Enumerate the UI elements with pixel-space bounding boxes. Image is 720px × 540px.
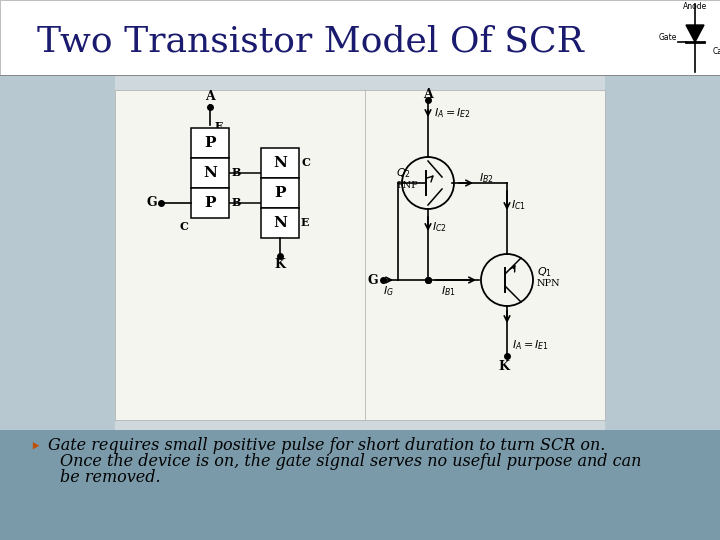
Text: $Q_2$: $Q_2$: [396, 166, 411, 180]
Text: ‣: ‣: [30, 438, 41, 457]
Text: $Q_1$: $Q_1$: [537, 265, 552, 279]
Bar: [0, 430, 720, 540]
Polygon shape: [686, 25, 704, 42]
Text: Anode: Anode: [683, 2, 707, 11]
Text: B: B: [232, 198, 241, 208]
Bar: [261, 208, 299, 238]
Text: B: B: [232, 167, 241, 179]
Text: $I_{C2}$: $I_{C2}$: [432, 220, 447, 234]
Text: G: G: [367, 273, 378, 287]
Bar: [0, 75, 115, 430]
Text: $I_G$: $I_G$: [382, 284, 393, 298]
Text: $I_{B1}$: $I_{B1}$: [441, 284, 456, 298]
Text: C: C: [179, 220, 188, 232]
Text: NPN: NPN: [537, 280, 561, 288]
Text: A: A: [205, 91, 215, 104]
Text: P: P: [204, 136, 216, 150]
Bar: [191, 158, 229, 188]
Text: E: E: [301, 218, 310, 228]
Bar: [261, 148, 299, 178]
Bar: [191, 188, 229, 218]
Text: N: N: [203, 166, 217, 180]
Text: $I_A = I_{E2}$: $I_A = I_{E2}$: [434, 106, 471, 120]
Text: $I_{C1}$: $I_{C1}$: [511, 198, 526, 212]
Text: P: P: [274, 186, 286, 200]
Bar: [0, 0, 720, 75]
Text: P: P: [204, 196, 216, 210]
Text: $I_A = I_{E1}$: $I_A = I_{E1}$: [512, 338, 549, 352]
Text: be removed.: be removed.: [60, 469, 161, 487]
Bar: [191, 128, 229, 158]
Bar: [0, 75, 720, 430]
Text: G: G: [146, 197, 157, 210]
Text: PNP: PNP: [396, 180, 418, 190]
Text: K: K: [498, 361, 510, 374]
Text: C: C: [301, 158, 310, 168]
Text: E: E: [215, 122, 223, 132]
Bar: [261, 178, 299, 208]
Text: Cathode: Cathode: [713, 48, 720, 57]
Text: K: K: [274, 259, 285, 272]
Bar: [605, 75, 720, 430]
Text: Two Transistor Model Of SCR: Two Transistor Model Of SCR: [37, 25, 583, 59]
Text: Once the device is on, the gate signal serves no useful purpose and can: Once the device is on, the gate signal s…: [60, 454, 642, 470]
Text: $I_{B2}$: $I_{B2}$: [479, 171, 494, 185]
Text: N: N: [273, 216, 287, 230]
Bar: [115, 90, 605, 420]
Text: N: N: [273, 156, 287, 170]
Text: Gate requires small positive pulse for short duration to turn SCR on.: Gate requires small positive pulse for s…: [48, 436, 606, 454]
Text: Gate: Gate: [659, 32, 677, 42]
Text: A: A: [423, 87, 433, 100]
